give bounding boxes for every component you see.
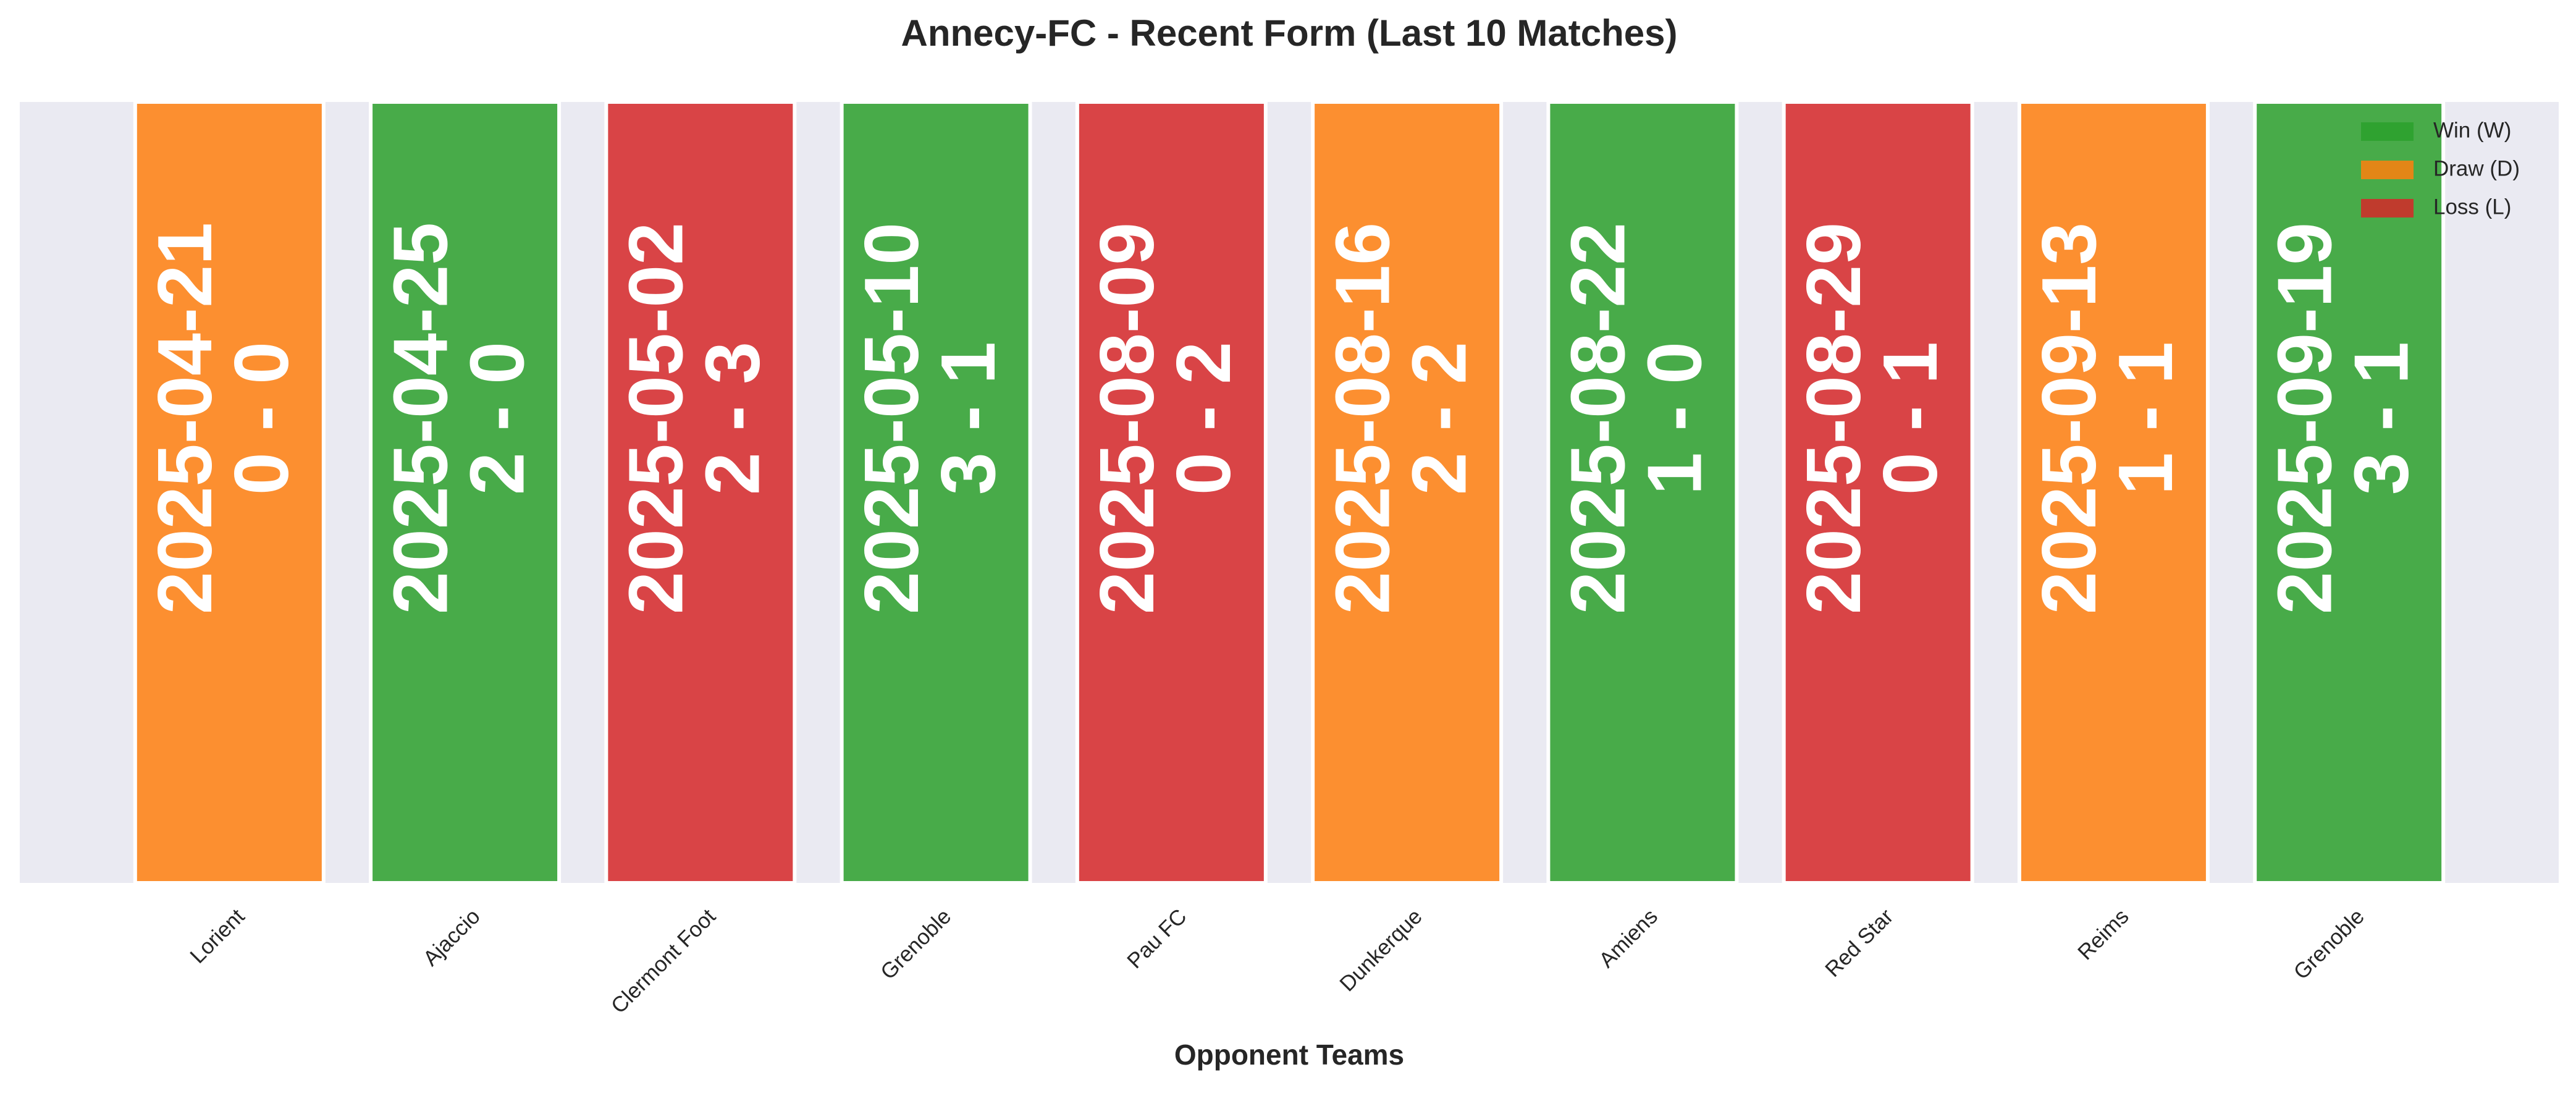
x-tick-label: Pau FC: [1122, 905, 1191, 973]
bar-date: 2025-08-29: [1791, 222, 1877, 614]
bar-date: 2025-05-10: [849, 222, 935, 614]
bar-score: 3 - 1: [926, 342, 1011, 495]
x-tick-label: Amiens: [1594, 905, 1662, 973]
x-tick-label: Grenoble: [2289, 905, 2368, 984]
x-tick-label: Ajaccio: [418, 905, 484, 971]
bar: [1311, 100, 1504, 885]
bar-score: 0 - 2: [1161, 342, 1247, 495]
bar: [133, 100, 326, 885]
bar: [1782, 100, 1974, 885]
legend-label: Draw (D): [2433, 156, 2520, 180]
bar-label: 2025-04-252 - 0: [378, 222, 540, 614]
legend-label: Loss (L): [2433, 195, 2511, 219]
bar-score: 3 - 1: [2339, 342, 2424, 495]
bar: [840, 100, 1032, 885]
bar-date: 2025-09-19: [2262, 222, 2347, 614]
bar: [604, 100, 797, 885]
bar-label: 2025-09-193 - 1: [2262, 222, 2424, 614]
bar-score: 1 - 1: [2103, 342, 2189, 495]
bar-label: 2025-04-210 - 0: [143, 222, 305, 614]
legend-swatch: [2361, 122, 2414, 141]
x-tick-label: Clermont Foot: [607, 904, 721, 1018]
bar-score: 1 - 0: [1633, 342, 1718, 495]
x-tick-label: Reims: [2073, 905, 2134, 965]
bar-label: 2025-08-162 - 2: [1320, 222, 1482, 614]
bar-score: 2 - 0: [455, 342, 540, 495]
bar-label: 2025-05-022 - 3: [614, 222, 776, 614]
chart-title: Annecy-FC - Recent Form (Last 10 Matches…: [901, 12, 1678, 54]
x-tick-label: Grenoble: [876, 905, 956, 984]
bar-date: 2025-04-25: [378, 222, 463, 614]
bar-date: 2025-04-21: [143, 222, 228, 614]
bar-label: 2025-08-290 - 1: [1791, 222, 1953, 614]
legend-label: Win (W): [2433, 118, 2511, 142]
x-tick-label: Lorient: [185, 904, 249, 968]
bar-label: 2025-08-221 - 0: [1556, 222, 1718, 614]
bar: [1546, 100, 1739, 885]
bar: [2253, 100, 2446, 885]
bar-date: 2025-05-02: [614, 222, 699, 614]
bar: [2017, 100, 2210, 885]
bar: [1075, 100, 1268, 885]
bar-label: 2025-09-131 - 1: [2027, 222, 2189, 614]
bar-label: 2025-08-090 - 2: [1085, 222, 1247, 614]
legend-swatch: [2361, 199, 2414, 217]
bar-date: 2025-08-09: [1085, 222, 1170, 614]
bar-score: 2 - 3: [691, 342, 776, 495]
x-tick-label: Red Star: [1820, 904, 1898, 981]
bar-date: 2025-08-22: [1556, 222, 1641, 614]
bar-score: 0 - 0: [219, 342, 305, 495]
legend-swatch: [2361, 161, 2414, 179]
bar-score: 0 - 1: [1868, 342, 1953, 495]
bar: [369, 100, 562, 885]
bar-score: 2 - 2: [1397, 342, 1482, 495]
bar-date: 2025-09-13: [2027, 222, 2112, 614]
bar-label: 2025-05-103 - 1: [849, 222, 1011, 614]
x-tick-label: Dunkerque: [1335, 905, 1427, 997]
x-axis-label: Opponent Teams: [1174, 1039, 1404, 1071]
bar-date: 2025-08-16: [1320, 222, 1405, 614]
